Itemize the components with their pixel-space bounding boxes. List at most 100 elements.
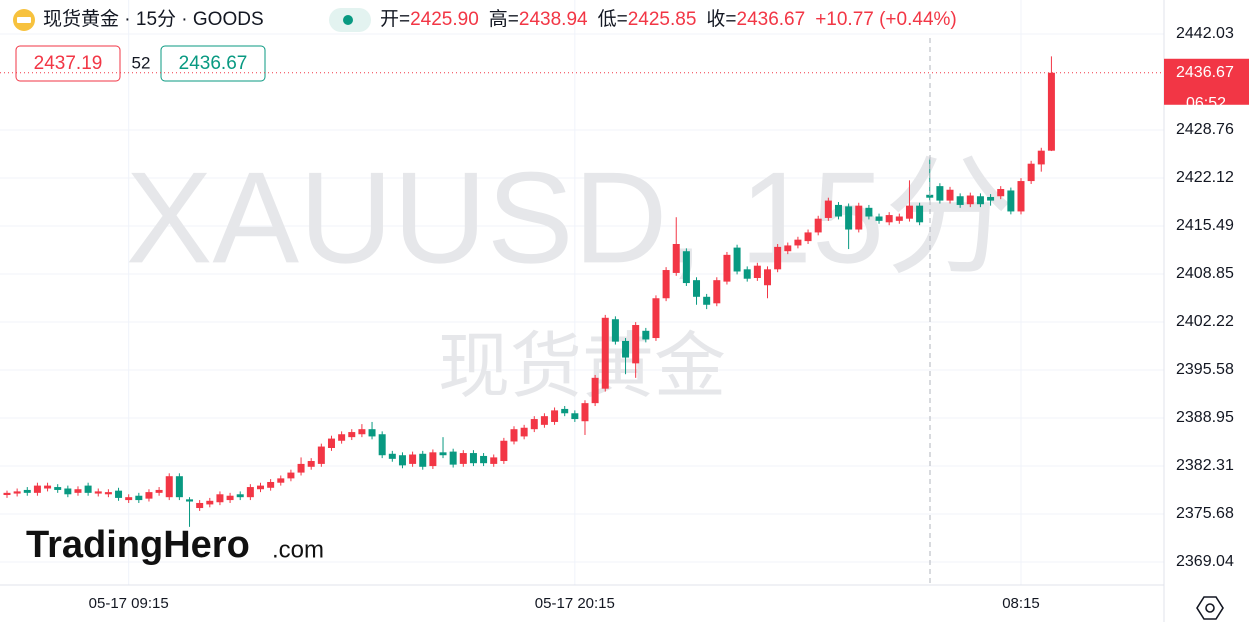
candle-body bbox=[13, 491, 21, 494]
candle-body bbox=[155, 489, 163, 493]
candle-body bbox=[388, 453, 396, 459]
candle-body bbox=[987, 196, 995, 201]
candle-body bbox=[885, 215, 893, 223]
candle-body bbox=[216, 494, 224, 503]
symbol-icon-bar bbox=[17, 17, 31, 23]
candle-body bbox=[267, 481, 275, 488]
candle-body bbox=[500, 440, 508, 462]
candle-body bbox=[287, 472, 295, 479]
countdown-label: 06:52 bbox=[1186, 95, 1226, 112]
candle-body bbox=[774, 246, 782, 270]
candle-body bbox=[561, 408, 569, 414]
ohlc-label: 开= bbox=[380, 9, 410, 30]
ohlc-label: 高= bbox=[489, 8, 519, 30]
candle-body bbox=[1037, 150, 1045, 165]
settings-icon[interactable] bbox=[1196, 596, 1224, 620]
candle-body bbox=[33, 485, 41, 493]
candle-body bbox=[54, 487, 62, 490]
x-tick-label: 08:15 bbox=[1002, 595, 1040, 612]
candle-body bbox=[520, 427, 528, 437]
y-tick-label: 2382.31 bbox=[1176, 457, 1234, 474]
candle-body bbox=[206, 500, 214, 505]
candle-body bbox=[469, 453, 477, 464]
symbol-title: 现货黄金 · 15分 · GOODS bbox=[43, 8, 264, 30]
y-tick-label: 2422.12 bbox=[1176, 169, 1234, 186]
y-tick-label: 2369.04 bbox=[1176, 553, 1234, 570]
candle-body bbox=[297, 463, 305, 473]
candle-body bbox=[652, 298, 660, 339]
watermark-symbol: XAUUSD, 15分 bbox=[126, 144, 1015, 290]
candle-body bbox=[682, 251, 690, 284]
candle-body bbox=[946, 189, 954, 201]
sell-box[interactable] bbox=[15, 45, 121, 82]
grid bbox=[0, 0, 1164, 585]
candle-body bbox=[368, 429, 376, 437]
candle-body bbox=[916, 205, 924, 223]
candle-body bbox=[1017, 181, 1025, 212]
candle-body bbox=[317, 446, 325, 464]
candle-body bbox=[571, 413, 579, 420]
candle-body bbox=[1007, 190, 1015, 212]
candle-body bbox=[439, 452, 447, 456]
candle-body bbox=[784, 245, 792, 252]
settings-dot bbox=[1205, 603, 1215, 613]
candle-body bbox=[551, 410, 559, 422]
candle-body bbox=[997, 189, 1005, 197]
candle-body bbox=[165, 476, 173, 498]
candle-body bbox=[804, 232, 812, 242]
candle-body bbox=[713, 280, 721, 304]
candle-body bbox=[125, 497, 133, 501]
candle-body bbox=[743, 269, 751, 279]
candle-body bbox=[104, 492, 112, 495]
candle-body bbox=[764, 269, 771, 286]
candle-body bbox=[480, 455, 488, 464]
y-tick-label: 2395.58 bbox=[1176, 361, 1234, 378]
buy-box[interactable] bbox=[160, 45, 266, 82]
ohlc-label: 收= bbox=[706, 8, 736, 30]
candle-body bbox=[753, 265, 761, 278]
last-price-label: 2436.67 bbox=[1176, 64, 1234, 81]
candle-body bbox=[429, 452, 437, 467]
candle-body bbox=[591, 377, 599, 404]
candle-body bbox=[926, 194, 934, 198]
candle-body bbox=[622, 340, 630, 358]
candle-body bbox=[905, 205, 913, 219]
candle-body bbox=[378, 434, 386, 456]
candle-body bbox=[327, 438, 335, 448]
candle-body bbox=[865, 207, 873, 217]
candle-body bbox=[662, 270, 670, 299]
candle-body bbox=[307, 461, 315, 467]
candle-body bbox=[601, 317, 609, 389]
settings-hex bbox=[1196, 596, 1224, 620]
candle-body bbox=[64, 488, 72, 495]
sell-price: 2437.19 bbox=[34, 53, 103, 74]
candle-body bbox=[145, 492, 153, 499]
candle-body bbox=[338, 434, 346, 441]
candle-body bbox=[196, 502, 204, 509]
logo-suffix: .com bbox=[272, 536, 324, 563]
y-tick-label: 2375.68 bbox=[1176, 505, 1234, 522]
candle-body bbox=[895, 216, 903, 221]
candle-body bbox=[733, 247, 741, 272]
candle-body bbox=[540, 416, 548, 425]
x-tick-label: 05-17 09:15 bbox=[89, 595, 169, 612]
candle-body bbox=[956, 196, 964, 205]
candle-body bbox=[936, 186, 944, 201]
candle-body bbox=[398, 455, 406, 466]
watermark-name: 现货黄金 bbox=[438, 327, 726, 407]
candle-body bbox=[84, 485, 92, 493]
y-tick-label: 2428.76 bbox=[1176, 121, 1234, 138]
candle-body bbox=[186, 499, 194, 502]
candle-body bbox=[530, 419, 538, 430]
candle-body bbox=[976, 196, 984, 205]
candle-body bbox=[348, 432, 356, 438]
y-tick-label: 2442.03 bbox=[1176, 25, 1234, 42]
candle-body bbox=[490, 457, 498, 464]
candle-body bbox=[3, 492, 11, 496]
candle-body bbox=[74, 489, 82, 493]
x-tick-label: 05-17 20:15 bbox=[535, 595, 615, 612]
y-tick-label: 2388.95 bbox=[1176, 409, 1234, 426]
candle-body bbox=[642, 330, 650, 340]
y-tick-label: 2415.49 bbox=[1176, 217, 1234, 234]
candle-body bbox=[257, 485, 264, 490]
